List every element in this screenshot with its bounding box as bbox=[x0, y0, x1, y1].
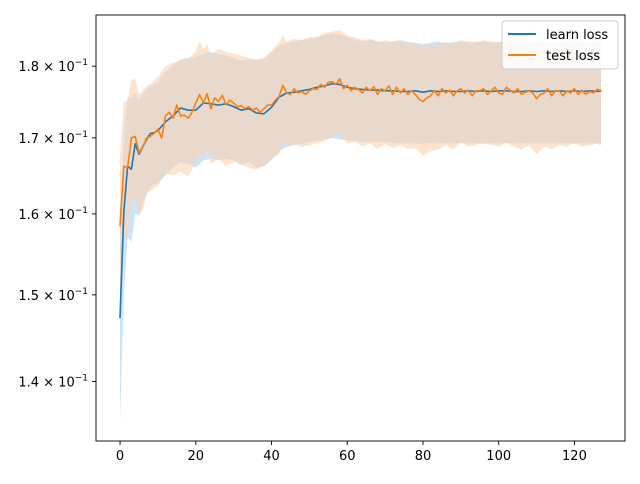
x-tick-label: 80 bbox=[415, 449, 432, 464]
y-tick-label: 1.5 × 10−1 bbox=[18, 287, 88, 304]
x-tick-label: 40 bbox=[263, 449, 280, 464]
x-tick-label: 100 bbox=[486, 449, 511, 464]
legend-label-learn-loss: learn loss bbox=[546, 28, 608, 43]
y-tick-label: 1.7 × 10−1 bbox=[18, 130, 88, 147]
x-tick-label: 20 bbox=[188, 449, 205, 464]
x-tick-label: 0 bbox=[116, 449, 124, 464]
y-axis: 1.4 × 10−1 1.5 × 10−1 1.6 × 10−1 1.7 × 10−1… bbox=[18, 58, 96, 390]
x-tick-label: 120 bbox=[562, 449, 587, 464]
x-tick-label: 60 bbox=[339, 449, 356, 464]
series-lines bbox=[119, 78, 602, 319]
x-axis: 0 20 40 60 80 100 120 bbox=[116, 441, 587, 464]
legend: learn loss test loss bbox=[501, 20, 619, 70]
y-tick-label: 1.6 × 10−1 bbox=[18, 206, 88, 223]
line-test-loss bbox=[119, 78, 602, 227]
legend-label-test-loss: test loss bbox=[546, 49, 600, 64]
plot-area-frame bbox=[95, 14, 626, 442]
y-tick-label: 1.4 × 10−1 bbox=[18, 373, 88, 390]
confidence-bands bbox=[120, 30, 601, 423]
band-test-loss bbox=[120, 30, 601, 304]
y-tick-label: 1.8 × 10−1 bbox=[18, 58, 88, 75]
line-learn-loss bbox=[119, 82, 602, 319]
